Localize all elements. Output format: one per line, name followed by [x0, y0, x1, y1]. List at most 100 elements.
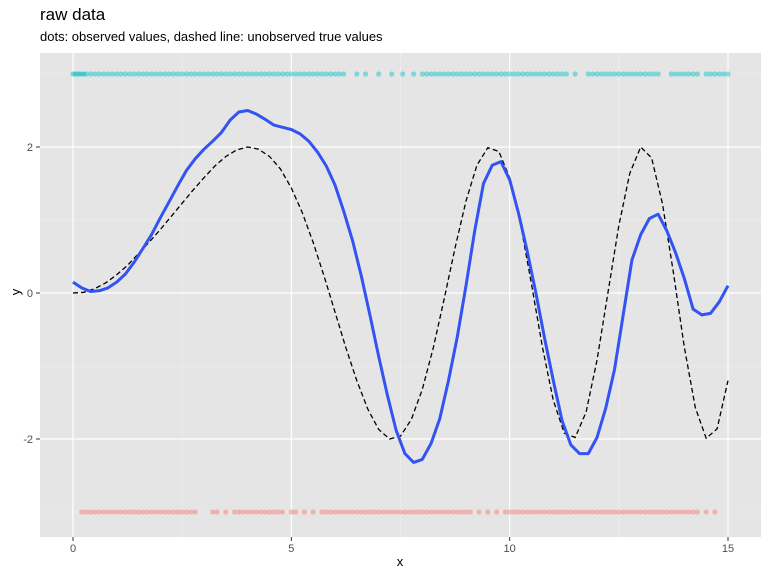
observed-point [253, 71, 259, 77]
observed-point [397, 509, 404, 515]
observed-point [349, 509, 356, 515]
observed-point [511, 509, 517, 515]
observed-point [389, 71, 395, 77]
observed-point [389, 509, 395, 515]
observed-point [118, 71, 124, 77]
observed-point [323, 71, 329, 77]
observed-point [236, 509, 242, 515]
observed-point [563, 509, 570, 515]
observed-point [537, 509, 543, 515]
observed-point [480, 71, 487, 77]
fitted-blue-line [72, 109, 730, 464]
observed-point [437, 71, 443, 77]
observed-point [236, 71, 242, 77]
observed-point [100, 71, 107, 77]
observed-point [109, 71, 115, 77]
observed-point [127, 509, 133, 515]
observed-point [511, 71, 517, 77]
observed-point [655, 509, 661, 515]
observed-point [638, 71, 644, 77]
observed-point [376, 509, 382, 515]
observed-point [76, 71, 83, 77]
observed-point [210, 71, 216, 77]
observed-point [367, 509, 373, 515]
observed-point [616, 509, 622, 515]
observed-point [411, 509, 417, 515]
observed-point [240, 509, 246, 515]
observed-point [450, 509, 456, 515]
observed-point [694, 71, 701, 77]
observed-point [502, 71, 508, 77]
observed-point [646, 509, 653, 515]
observed-point [472, 71, 478, 77]
observed-point [664, 509, 670, 515]
observed-point [598, 71, 604, 77]
observed-point [149, 71, 155, 77]
observed-point [153, 509, 159, 515]
observed-point [498, 71, 504, 77]
observed-point [616, 71, 622, 77]
observed-point [445, 509, 452, 515]
observed-point [179, 71, 185, 77]
observed-point [725, 71, 731, 77]
observed-point [92, 509, 98, 515]
observed-point [485, 509, 491, 515]
observed-point [432, 509, 439, 515]
observed-point [441, 509, 447, 515]
observed-point [476, 71, 482, 77]
observed-point [533, 509, 539, 515]
observed-point [301, 71, 308, 77]
observed-point [297, 71, 303, 77]
observed-point [411, 71, 417, 77]
observed-point [245, 509, 251, 515]
observed-point [157, 71, 163, 77]
observed-point [594, 509, 600, 515]
observed-point [673, 71, 679, 77]
observed-point [266, 71, 273, 77]
observed-point [467, 509, 473, 515]
observed-point [83, 509, 89, 515]
observed-point [668, 71, 674, 77]
observed-point [428, 509, 434, 515]
observed-point [144, 71, 150, 77]
observed-point [114, 509, 120, 515]
observed-point [105, 71, 111, 77]
observed-point [319, 509, 325, 515]
observed-point [210, 509, 216, 515]
observed-point [400, 71, 406, 77]
observed-point [354, 71, 360, 77]
observed-point [533, 71, 539, 77]
observed-point [550, 509, 556, 515]
observed-point [424, 509, 430, 515]
observed-point [572, 509, 578, 515]
observed-point [686, 71, 692, 77]
observed-point [192, 71, 198, 77]
observed-point [258, 509, 264, 515]
observed-point [419, 71, 425, 77]
observed-point [620, 71, 626, 77]
observed-point [293, 71, 299, 77]
observed-point [642, 509, 648, 515]
chart-title: raw data [40, 5, 106, 24]
observed-point [214, 509, 220, 515]
observed-point [694, 509, 701, 515]
observed-point [258, 71, 264, 77]
observed-point [144, 509, 150, 515]
observed-point [524, 509, 530, 515]
observed-point [467, 71, 473, 77]
observed-point [310, 71, 316, 77]
observed-point [646, 71, 653, 77]
observed-point [249, 71, 255, 77]
observed-point [515, 509, 522, 515]
observed-point [677, 71, 683, 77]
y-axis-ticks: -2 0 2 [23, 142, 40, 446]
observed-point [328, 71, 334, 77]
observed-point [345, 509, 351, 515]
observed-point [100, 509, 107, 515]
observed-point [603, 71, 609, 77]
observed-point [149, 509, 155, 515]
observed-point [629, 509, 635, 515]
observed-point [638, 509, 644, 515]
observed-point [162, 71, 168, 77]
observed-point [450, 71, 456, 77]
